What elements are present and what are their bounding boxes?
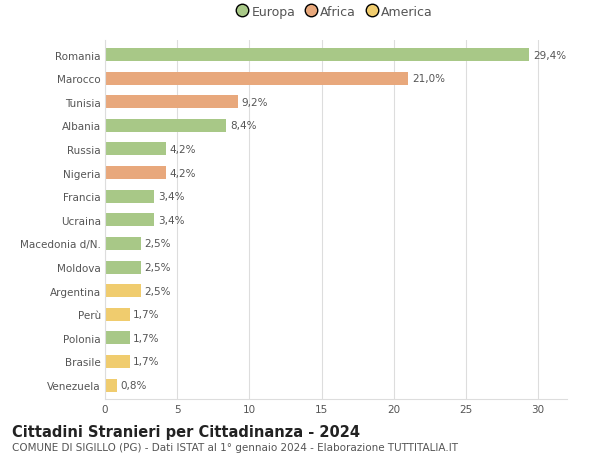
Bar	[105, 355, 130, 368]
Text: 9,2%: 9,2%	[241, 98, 268, 107]
Text: 2,5%: 2,5%	[145, 239, 171, 249]
Bar	[105, 167, 166, 179]
Bar	[105, 308, 130, 321]
Text: 0,8%: 0,8%	[120, 380, 146, 390]
Bar	[105, 261, 141, 274]
Bar	[105, 190, 154, 203]
Bar	[105, 285, 141, 297]
Text: 4,2%: 4,2%	[169, 168, 196, 178]
Legend: Europa, Africa, America: Europa, Africa, America	[239, 6, 433, 19]
Bar	[105, 120, 226, 133]
Text: 21,0%: 21,0%	[412, 74, 445, 84]
Bar	[105, 49, 529, 62]
Text: 8,4%: 8,4%	[230, 121, 256, 131]
Text: 1,7%: 1,7%	[133, 357, 160, 367]
Bar	[105, 143, 166, 156]
Bar	[105, 379, 116, 392]
Text: 4,2%: 4,2%	[169, 145, 196, 155]
Bar	[105, 331, 130, 345]
Text: 1,7%: 1,7%	[133, 333, 160, 343]
Bar	[105, 214, 154, 227]
Text: Cittadini Stranieri per Cittadinanza - 2024: Cittadini Stranieri per Cittadinanza - 2…	[12, 425, 360, 440]
Bar	[105, 96, 238, 109]
Text: 3,4%: 3,4%	[158, 192, 184, 202]
Bar	[105, 73, 408, 85]
Text: 3,4%: 3,4%	[158, 215, 184, 225]
Text: 2,5%: 2,5%	[145, 286, 171, 296]
Text: 29,4%: 29,4%	[533, 50, 566, 61]
Text: COMUNE DI SIGILLO (PG) - Dati ISTAT al 1° gennaio 2024 - Elaborazione TUTTITALIA: COMUNE DI SIGILLO (PG) - Dati ISTAT al 1…	[12, 442, 458, 452]
Text: 2,5%: 2,5%	[145, 263, 171, 273]
Text: 1,7%: 1,7%	[133, 309, 160, 319]
Bar	[105, 237, 141, 250]
